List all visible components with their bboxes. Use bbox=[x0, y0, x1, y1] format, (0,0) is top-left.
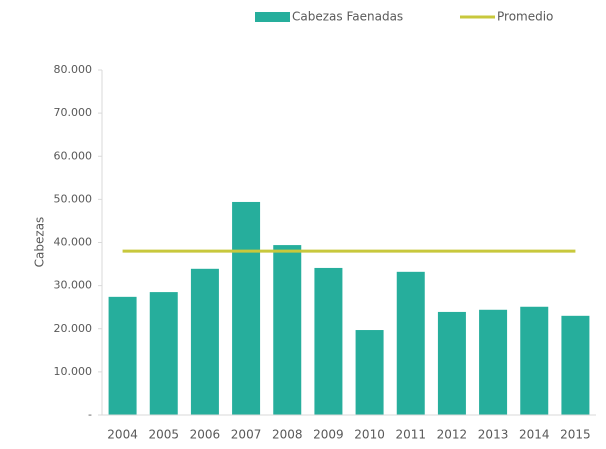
y-tick-label: 80.000 bbox=[54, 63, 93, 76]
legend-label: Cabezas Faenadas bbox=[292, 10, 403, 24]
y-tick-label: 50.000 bbox=[54, 192, 93, 205]
y-tick-label: 30.000 bbox=[54, 279, 93, 292]
x-tick-label: 2010 bbox=[354, 428, 385, 442]
x-tick-label: 2009 bbox=[313, 428, 344, 442]
y-tick-label: - bbox=[88, 408, 92, 421]
y-axis-title: Cabezas bbox=[33, 217, 47, 268]
x-tick-label: 2012 bbox=[437, 428, 468, 442]
x-tick-label: 2005 bbox=[148, 428, 179, 442]
bar bbox=[396, 271, 425, 415]
x-tick-label: 2008 bbox=[272, 428, 303, 442]
bar bbox=[437, 311, 466, 415]
bar bbox=[479, 309, 508, 415]
y-tick-label: 70.000 bbox=[54, 106, 93, 119]
bar bbox=[232, 201, 261, 415]
x-tick-label: 2015 bbox=[560, 428, 591, 442]
legend-swatch bbox=[255, 12, 290, 22]
x-tick-label: 2011 bbox=[395, 428, 426, 442]
bar bbox=[355, 330, 384, 415]
x-tick-label: 2004 bbox=[107, 428, 138, 442]
bar bbox=[273, 245, 302, 415]
x-tick-label: 2013 bbox=[478, 428, 509, 442]
bar bbox=[561, 315, 590, 415]
bar bbox=[190, 268, 219, 415]
x-tick-label: 2006 bbox=[190, 428, 221, 442]
legend-label: Promedio bbox=[497, 10, 553, 24]
y-tick-label: 10.000 bbox=[54, 365, 93, 378]
bar bbox=[314, 267, 343, 415]
y-tick-label: 20.000 bbox=[54, 322, 93, 335]
bar bbox=[149, 292, 178, 415]
y-tick-label: 40.000 bbox=[54, 236, 93, 249]
y-tick-label: 60.000 bbox=[54, 149, 93, 162]
x-tick-label: 2014 bbox=[519, 428, 550, 442]
x-tick-label: 2007 bbox=[231, 428, 262, 442]
bar bbox=[520, 306, 549, 415]
bar bbox=[108, 296, 137, 415]
